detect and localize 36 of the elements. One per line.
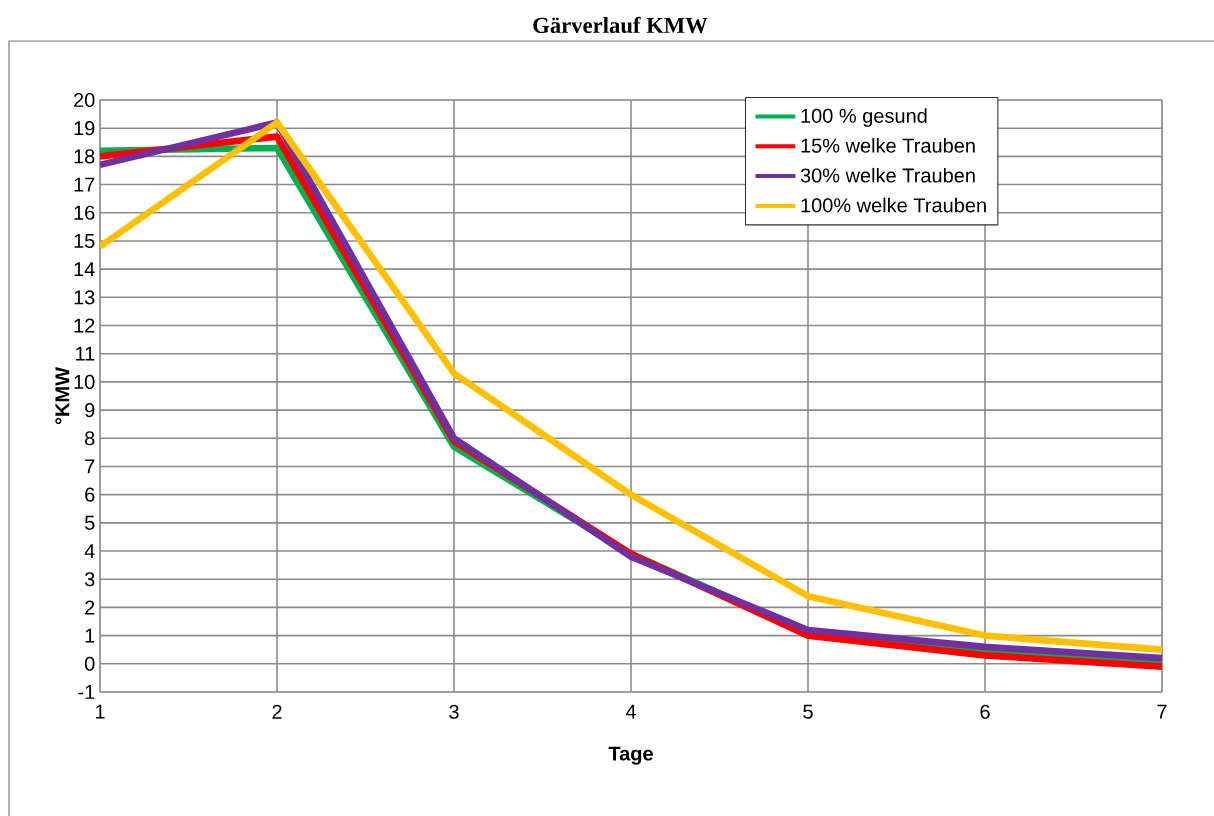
y-tick-label: 17 — [74, 177, 95, 192]
y-tick-label: 15 — [74, 233, 95, 248]
y-tick-label: 11 — [76, 346, 95, 361]
y-tick-label: 20 — [74, 92, 95, 108]
y-tick-label: 2 — [85, 600, 95, 615]
x-tick-label: 4 — [625, 704, 636, 719]
y-tick-label: 7 — [85, 459, 95, 474]
y-tick-label: 8 — [85, 431, 95, 446]
x-tick-label: 7 — [1157, 704, 1167, 719]
legend-label: 30% welke Trauben — [800, 167, 975, 183]
y-tick-label: 19 — [74, 121, 95, 136]
x-tick-label: 6 — [980, 704, 990, 719]
y-tick-label: 12 — [74, 318, 95, 333]
y-tick-label: 14 — [74, 262, 95, 277]
y-tick-label: 0 — [84, 656, 95, 671]
x-axis-title: Tage — [608, 746, 653, 765]
chart-title: Gärverlauf KMW — [533, 16, 708, 34]
x-tick-label: 5 — [803, 704, 813, 719]
y-tick-label: 18 — [74, 149, 95, 164]
x-tick-label: 2 — [272, 704, 282, 719]
y-tick-label: 4 — [84, 544, 95, 558]
y-tick-label: 10 — [74, 374, 95, 389]
y-tick-label: 16 — [74, 205, 95, 220]
y-axis-title: °KMW — [55, 367, 70, 425]
y-tick-label: 1 — [85, 628, 95, 643]
y-tick-label: 3 — [84, 572, 95, 587]
y-tick-label: 13 — [74, 290, 95, 305]
y-tick-label: 6 — [85, 487, 95, 502]
legend-label: 100 % gesund — [801, 108, 927, 127]
legend-label: 100% welke Trauben — [801, 197, 986, 213]
x-tick-label: 3 — [449, 704, 459, 719]
y-tick-label: -1 — [78, 685, 95, 699]
y-tick-label: 9 — [85, 403, 95, 418]
legend-label: 15% welke Trauben — [801, 138, 975, 153]
x-tick-label: 1 — [95, 704, 105, 719]
y-tick-label: 5 — [84, 515, 95, 530]
